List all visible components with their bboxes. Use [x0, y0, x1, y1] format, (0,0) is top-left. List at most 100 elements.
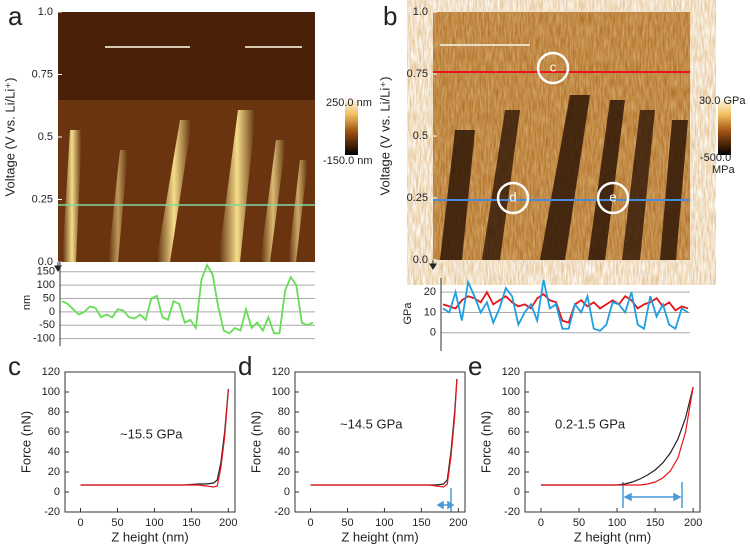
plot-frame [64, 371, 236, 513]
y-tick-label: 0 [430, 327, 436, 339]
y-tick-label: 20 [508, 466, 520, 478]
x-tick-label: 150 [646, 517, 664, 529]
region-marker [596, 181, 630, 215]
y-tick-label: 0.25 [407, 192, 428, 204]
annotation: 0.2-1.5 GPa [555, 416, 626, 431]
x-tick-label: 150 [412, 517, 430, 529]
y-tick-label: 10 [424, 306, 436, 318]
panel-label: a [8, 1, 23, 31]
x-tick-label: 100 [375, 517, 393, 529]
y-tick-label: 100 [272, 386, 290, 398]
region-marker [536, 51, 570, 85]
colorbar-label: 30.0 GPa [699, 95, 746, 107]
x-tick-label: 200 [449, 517, 467, 529]
y-tick-label: 60 [278, 426, 290, 438]
y-tick-label: -100 [33, 333, 55, 345]
y-tick-label: 80 [48, 406, 60, 418]
y-tick-label: 0.75 [32, 68, 53, 80]
y-tick-label: 120 [502, 366, 520, 378]
x-tick-label: 0 [77, 517, 83, 529]
y-tick-label: 100 [502, 386, 520, 398]
y-axis-label: GPa [402, 302, 414, 325]
y-tick-label: 0.5 [413, 130, 428, 142]
y-axis-label: Force (nN) [248, 411, 263, 473]
colorbar-label: -150.0 nm [323, 155, 373, 167]
region-marker [496, 181, 530, 215]
y-tick-label: 20 [278, 466, 290, 478]
x-axis-label: Z height (nm) [574, 529, 651, 544]
y-tick-label: 0.0 [413, 254, 428, 266]
profile-line [442, 290, 689, 324]
annotation: ~15.5 GPa [120, 426, 183, 441]
x-tick-label: 50 [341, 517, 353, 529]
plot-frame [524, 371, 701, 513]
y-tick-label: 20 [424, 286, 436, 298]
y-tick-label: 150 [37, 266, 55, 278]
y-tick-label: 0.25 [32, 193, 53, 205]
y-tick-label: 0.5 [38, 131, 53, 143]
panel-label: b [383, 1, 397, 31]
y-tick-label: 0 [284, 486, 290, 498]
y-tick-label: 0.0 [38, 256, 53, 268]
x-axis-label: Z height (nm) [341, 529, 418, 544]
region-label: d [509, 189, 516, 204]
y-tick-label: 40 [278, 446, 290, 458]
x-tick-label: 200 [684, 517, 702, 529]
x-axis-label: Z height (nm) [111, 529, 188, 544]
profile-line [442, 278, 689, 332]
y-tick-label: -20 [504, 506, 520, 518]
afm-image-a [58, 12, 315, 262]
y-axis-label: Force (nN) [478, 411, 493, 473]
y-axis-label: Voltage (V vs. Li/Li⁺) [2, 78, 17, 197]
y-tick-label: 60 [48, 426, 60, 438]
x-tick-label: 50 [111, 517, 123, 529]
y-tick-label: 40 [508, 446, 520, 458]
colorbar-label: -500.0 [700, 152, 731, 164]
colorbar-label: MPa [712, 164, 736, 176]
y-axis-label: Force (nN) [18, 411, 33, 473]
force-curve [310, 379, 458, 488]
afm-image-b [433, 12, 690, 260]
plot-frame [294, 371, 466, 513]
y-tick-label: -50 [39, 319, 55, 331]
annotation: ~14.5 GPa [340, 416, 403, 431]
y-tick-label: -20 [44, 506, 60, 518]
panel-label: c [8, 351, 21, 381]
y-tick-label: 40 [48, 446, 60, 458]
y-tick-label: 120 [42, 366, 60, 378]
colorbar [718, 97, 731, 155]
force-curve [540, 386, 694, 486]
colorbar [345, 97, 358, 155]
x-tick-label: 0 [307, 517, 313, 529]
indent-arrows [436, 482, 683, 512]
y-tick-label: 1.0 [38, 6, 53, 18]
y-tick-label: 1.0 [413, 6, 428, 18]
y-tick-label: -20 [274, 506, 290, 518]
y-tick-label: 0 [54, 486, 60, 498]
y-tick-label: 50 [43, 292, 55, 304]
colorbar-label: 250.0 nm [326, 97, 372, 109]
force-curve [310, 378, 458, 486]
y-tick-label: 0 [514, 486, 520, 498]
y-axis-label: Voltage (V vs. Li/Li⁺) [377, 77, 392, 196]
y-axis-label: nm [21, 295, 33, 310]
panel-label: e [468, 351, 482, 381]
y-tick-label: 0.75 [407, 68, 428, 80]
region-label: e [609, 189, 616, 204]
y-tick-label: 0 [49, 306, 55, 318]
y-tick-label: 80 [508, 406, 520, 418]
y-tick-label: 20 [48, 466, 60, 478]
x-tick-label: 100 [145, 517, 163, 529]
y-tick-label: 80 [278, 406, 290, 418]
x-tick-label: 100 [608, 517, 626, 529]
x-tick-label: 150 [182, 517, 200, 529]
y-tick-label: 120 [272, 366, 290, 378]
x-tick-label: 50 [573, 517, 585, 529]
y-tick-label: 100 [42, 386, 60, 398]
force-curve [80, 389, 229, 488]
y-tick-label: 100 [37, 279, 55, 291]
profile-line [61, 262, 314, 335]
region-label: c [550, 59, 557, 74]
x-tick-label: 0 [538, 517, 544, 529]
y-tick-label: 60 [508, 426, 520, 438]
